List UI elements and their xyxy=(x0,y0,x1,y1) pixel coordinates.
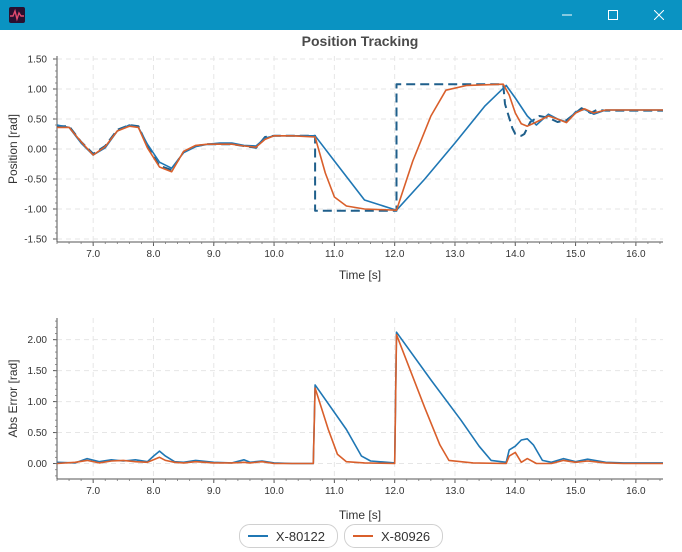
error-x-tick-label-0: 7.0 xyxy=(86,486,100,497)
error-x-tick-label-2: 9.0 xyxy=(207,486,221,497)
error-x-tick-label-3: 10.0 xyxy=(264,486,284,497)
error-x-tick-label-4: 11.0 xyxy=(325,486,344,497)
legend-item-x-80926[interactable]: X-80926 xyxy=(344,524,444,548)
chart-area xyxy=(0,30,682,552)
close-button[interactable] xyxy=(636,0,682,30)
error-x-tick-label-1: 8.0 xyxy=(147,486,161,497)
legend-label-x-80122: X-80122 xyxy=(275,528,325,544)
position-x-tick-label-7: 14.0 xyxy=(506,249,526,260)
error-series-x-80122 xyxy=(57,331,663,465)
legend-label-x-80926: X-80926 xyxy=(381,528,431,544)
position-x-axis-label: Time [s] xyxy=(339,268,381,282)
error-y-axis-label: Abs Error [rad] xyxy=(6,359,20,437)
position-y-tick-label-5: -1.00 xyxy=(24,205,47,216)
legend-swatch-x-80926 xyxy=(353,535,373,537)
error-y-tick-label-3: 0.50 xyxy=(28,428,48,439)
position-chart-title: Position Tracking xyxy=(302,33,419,49)
title-bar[interactable] xyxy=(0,0,682,30)
error-y-tick-label-2: 1.00 xyxy=(28,397,48,408)
position-x-tick-label-5: 12.0 xyxy=(385,249,405,260)
position-x-tick-label-4: 11.0 xyxy=(325,249,344,260)
error-series-x-80926 xyxy=(57,333,663,465)
position-x-tick-label-8: 15.0 xyxy=(566,249,586,260)
minimize-icon xyxy=(562,14,572,16)
legend-item-x-80122[interactable]: X-80122 xyxy=(238,524,338,548)
position-y-tick-label-3: 0.00 xyxy=(28,145,48,156)
error-x-tick-label-9: 16.0 xyxy=(626,486,646,497)
position-y-tick-label-0: 1.50 xyxy=(28,55,48,66)
position-series-x-80926 xyxy=(57,83,663,211)
position-x-tick-label-3: 10.0 xyxy=(264,249,284,260)
error-x-tick-label-6: 13.0 xyxy=(445,486,465,497)
position-y-tick-label-1: 1.00 xyxy=(28,85,48,96)
maximize-button[interactable] xyxy=(590,0,636,30)
position-x-tick-label-1: 8.0 xyxy=(147,249,161,260)
error-y-tick-label-0: 2.00 xyxy=(28,335,48,346)
position-y-axis-label: Position [rad] xyxy=(6,114,20,184)
position-x-tick-label-2: 9.0 xyxy=(207,249,221,260)
position-y-tick-label-4: -0.50 xyxy=(24,175,47,186)
legend-swatch-x-80122 xyxy=(247,535,268,537)
error-x-axis-label: Time [s] xyxy=(339,508,381,522)
close-icon xyxy=(654,10,664,20)
position-y-tick-label-6: -1.50 xyxy=(24,235,47,246)
error-y-tick-label-1: 1.50 xyxy=(28,366,48,377)
legend: X-80122 X-80926 xyxy=(0,522,682,550)
position-x-tick-label-6: 13.0 xyxy=(445,249,465,260)
maximize-icon xyxy=(608,10,618,20)
charts-svg: 7.0 8.0 9.0 10.0 11.0 12.0 13.0 14.0 15.0 16.0 1.5… xyxy=(6,33,663,522)
position-y-tick-label-2: 0.50 xyxy=(28,115,48,126)
error-x-tick-label-8: 15.0 xyxy=(566,486,586,497)
error-y-tick-label-4: 0.00 xyxy=(28,459,48,470)
position-x-tick-label-9: 16.0 xyxy=(626,249,646,260)
position-x-tick-label-0: 7.0 xyxy=(86,249,100,260)
minimize-button[interactable] xyxy=(544,0,590,30)
app-icon xyxy=(9,7,25,23)
error-x-tick-label-7: 14.0 xyxy=(506,486,526,497)
error-x-tick-label-5: 12.0 xyxy=(385,486,405,497)
